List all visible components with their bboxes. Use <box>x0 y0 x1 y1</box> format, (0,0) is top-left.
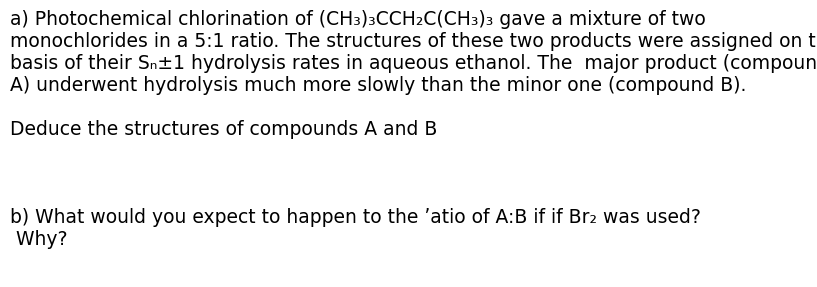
Text: b) What would you expect to happen to the ʼatio of A:B if if Br₂ was used?: b) What would you expect to happen to th… <box>10 208 701 227</box>
Text: monochlorides in a 5:1 ratio. The structures of these two products were assigned: monochlorides in a 5:1 ratio. The struct… <box>10 32 817 51</box>
Text: Why?: Why? <box>10 230 68 249</box>
Text: Deduce the structures of compounds A and B: Deduce the structures of compounds A and… <box>10 120 437 139</box>
Text: a) Photochemical chlorination of (CH₃)₃CCH₂C(CH₃)₃ gave a mixture of two: a) Photochemical chlorination of (CH₃)₃C… <box>10 10 706 29</box>
Text: basis of their Sₙ±1 hydrolysis rates in aqueous ethanol. The  major product (com: basis of their Sₙ±1 hydrolysis rates in … <box>10 54 817 73</box>
Text: A) underwent hydrolysis much more slowly than the minor one (compound B).: A) underwent hydrolysis much more slowly… <box>10 76 747 95</box>
